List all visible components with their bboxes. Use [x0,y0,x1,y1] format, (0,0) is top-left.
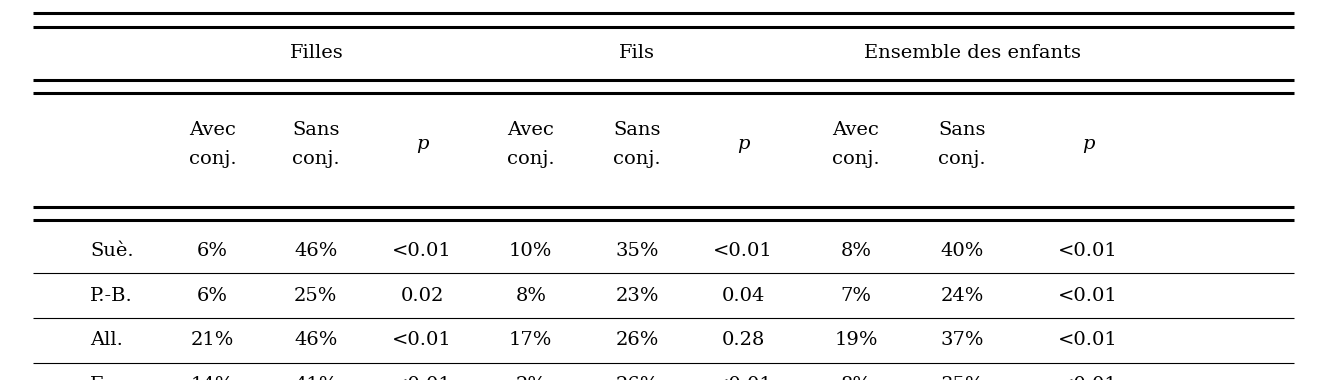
Text: 7%: 7% [840,287,872,305]
Text: Fra.: Fra. [90,376,131,380]
Text: 2%: 2% [515,376,547,380]
Text: <0.01: <0.01 [391,242,453,260]
Text: <0.01: <0.01 [1058,376,1119,380]
Text: 6%: 6% [196,242,228,260]
Text: Sans: Sans [938,121,986,139]
Text: conj.: conj. [507,150,555,168]
Text: 14%: 14% [191,376,234,380]
Text: All.: All. [90,331,123,350]
Text: conj.: conj. [188,150,236,168]
Text: 26%: 26% [616,376,658,380]
Text: conj.: conj. [292,150,340,168]
Text: Avec: Avec [188,121,236,139]
Text: Avec: Avec [832,121,880,139]
Text: 8%: 8% [515,287,547,305]
Text: <0.01: <0.01 [713,376,774,380]
Text: conj.: conj. [832,150,880,168]
Text: 25%: 25% [295,287,337,305]
Text: 40%: 40% [941,242,983,260]
Text: Filles: Filles [291,44,344,62]
Text: 21%: 21% [191,331,234,350]
Text: conj.: conj. [938,150,986,168]
Text: 0.04: 0.04 [722,287,764,305]
Text: 0.28: 0.28 [722,331,764,350]
Text: P.-B.: P.-B. [90,287,133,305]
Text: <0.01: <0.01 [1058,242,1119,260]
Text: Avec: Avec [507,121,555,139]
Text: 19%: 19% [835,331,877,350]
Text: 35%: 35% [616,242,658,260]
Text: conj.: conj. [613,150,661,168]
Text: <0.01: <0.01 [713,242,774,260]
Text: 8%: 8% [840,242,872,260]
Text: 6%: 6% [196,287,228,305]
Text: 24%: 24% [941,287,983,305]
Text: 8%: 8% [840,376,872,380]
Text: 17%: 17% [510,331,552,350]
Text: p: p [1082,135,1095,154]
Text: Ensemble des enfants: Ensemble des enfants [864,44,1080,62]
Text: <0.01: <0.01 [1058,287,1119,305]
Text: 26%: 26% [616,331,658,350]
Text: Sans: Sans [613,121,661,139]
Text: 46%: 46% [295,331,337,350]
Text: Suè.: Suè. [90,242,134,260]
Text: 41%: 41% [295,376,337,380]
Text: <0.01: <0.01 [391,376,453,380]
Text: 37%: 37% [941,331,983,350]
Text: 46%: 46% [295,242,337,260]
Text: Sans: Sans [292,121,340,139]
Text: 35%: 35% [941,376,983,380]
Text: 23%: 23% [616,287,658,305]
Text: p: p [415,135,429,154]
Text: 10%: 10% [510,242,552,260]
Text: 0.02: 0.02 [401,287,443,305]
Text: Fils: Fils [618,44,656,62]
Text: <0.01: <0.01 [391,331,453,350]
Text: p: p [736,135,750,154]
Text: <0.01: <0.01 [1058,331,1119,350]
